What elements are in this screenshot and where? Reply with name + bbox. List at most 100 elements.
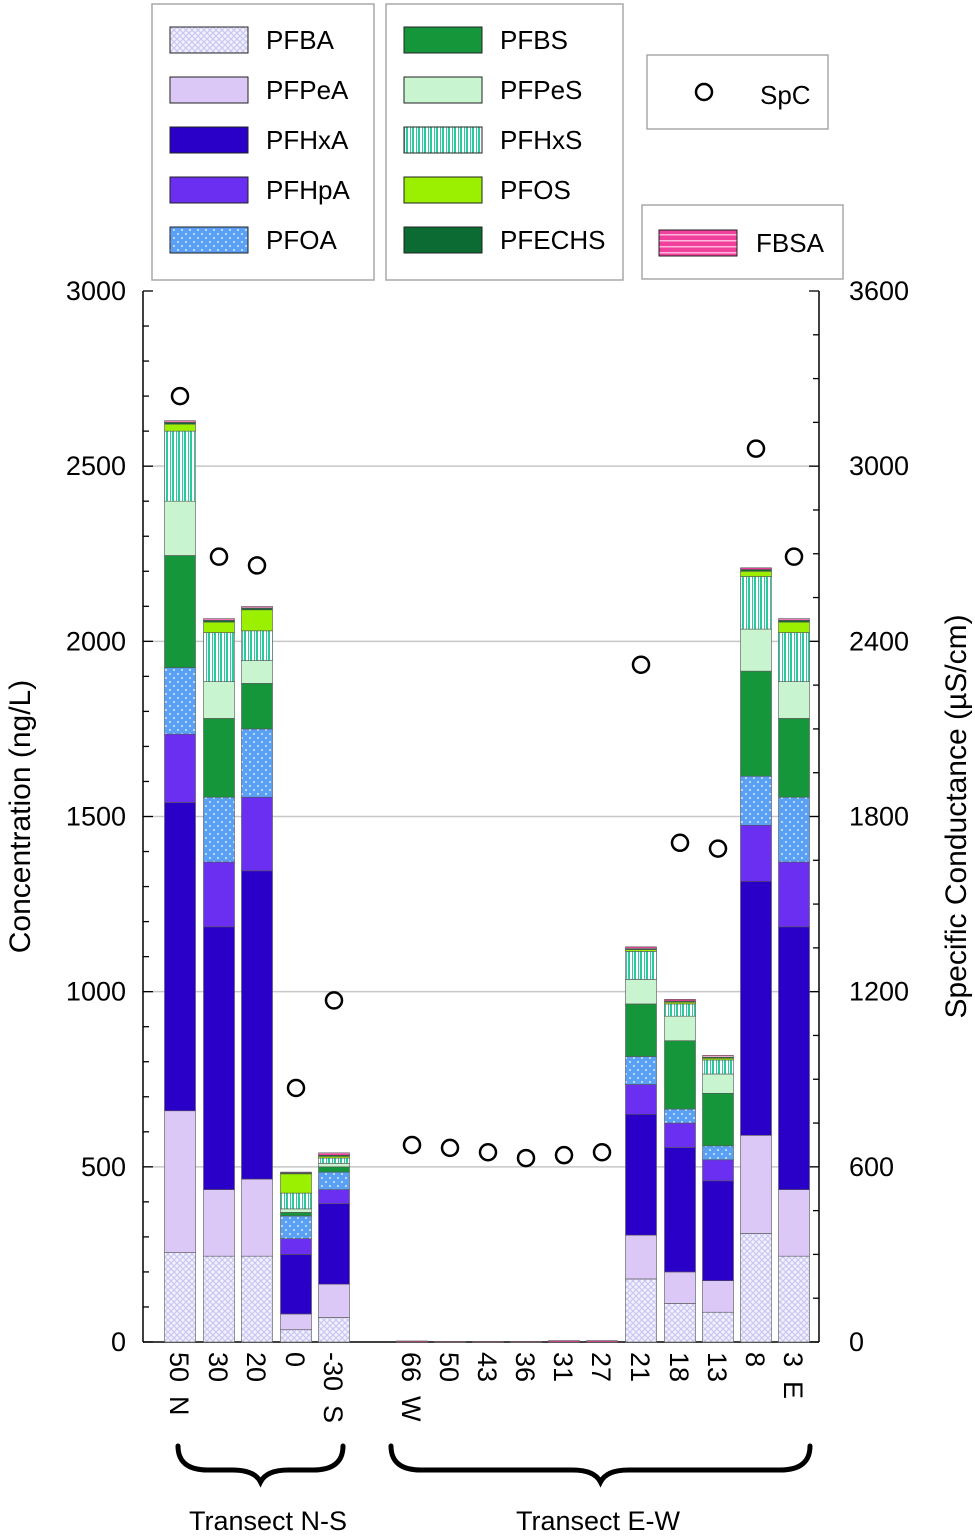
x-tick-main: 20: [241, 1352, 271, 1382]
y2-tick-label: 1200: [849, 977, 909, 1007]
bar-segment-pfbs: [203, 718, 235, 798]
legend-label: PFOS: [500, 175, 571, 205]
bar-segment-pfoa: [740, 775, 772, 826]
bar-stack: [241, 605, 273, 1343]
legend-label: PFPeS: [500, 75, 582, 105]
y-tick-label: 0: [111, 1327, 126, 1357]
legend-label: PFECHS: [500, 225, 605, 255]
x-tick-main: 30: [203, 1352, 233, 1382]
bar-segment-pfoa: [280, 1215, 312, 1239]
x-tick-main: 18: [664, 1352, 694, 1382]
group-label-ew: Transect E-W: [516, 1506, 681, 1535]
bar-segment-fbsa: [164, 420, 196, 423]
x-tick-label: 20: [241, 1352, 271, 1382]
y-tick-label: 1500: [66, 802, 126, 832]
brace-transect-ew: [388, 1443, 813, 1488]
bar-segment-pfhxs: [241, 630, 273, 661]
bar-stack: [510, 1340, 542, 1343]
bar-stack: [548, 1340, 580, 1343]
x-tick-label: 50 N: [164, 1352, 194, 1416]
spc-point: [631, 655, 651, 674]
bar-segment-fbsa: [203, 618, 235, 621]
bar-segment-pfpea: [203, 1189, 235, 1257]
bar-segment-pfoa: [203, 796, 235, 863]
y2-tick-label: 0: [849, 1327, 864, 1357]
spc-point: [554, 1145, 574, 1165]
y-axis-title: Concentration (ng/L): [4, 680, 37, 954]
legend-entry-pfhxs: PFHxS: [403, 125, 582, 155]
x-tick-main: 66: [396, 1352, 426, 1382]
bar-segment-pfhxa: [702, 1180, 734, 1281]
bar-segment-pfhxs: [164, 430, 196, 502]
legend-entry-pfhxa: PFHxA: [169, 125, 349, 155]
bar-segment-pfhxs: [203, 632, 235, 682]
spc-point: [324, 991, 344, 1010]
legend-swatch: [403, 176, 483, 204]
x-tick-main: 36: [510, 1352, 540, 1382]
bar-segment-pfpea: [241, 1178, 273, 1257]
legend-box-3: [646, 54, 829, 130]
bar-segment-pfoa: [318, 1171, 350, 1190]
x-tick-label: 0: [280, 1352, 310, 1367]
brace-transect-ns: [175, 1443, 346, 1488]
bar-segment-pfba: [318, 1317, 350, 1343]
bar-segment-fbsa: [396, 1340, 428, 1343]
y-tick-label: 3000: [66, 276, 126, 306]
legend-entry-pfhpa: PFHpA: [169, 175, 350, 205]
bar-segment-pfhxs: [318, 1157, 350, 1164]
bar-stack: [740, 567, 772, 1343]
bar-stack: [664, 999, 696, 1343]
spc-point: [478, 1142, 498, 1162]
bar-segment-fbsa: [280, 1171, 312, 1174]
bar-segment-fbsa: [472, 1340, 504, 1343]
bar-segment-pfpea: [164, 1110, 196, 1253]
x-tick-main: -30: [318, 1352, 348, 1391]
bar-segment-fbsa: [740, 567, 772, 570]
legend-label: PFHpA: [266, 175, 350, 205]
bar-stack: [472, 1340, 504, 1343]
bar-segment-pfos: [778, 621, 810, 633]
bar-segment-pfhxs: [280, 1192, 312, 1210]
bar-segment-fbsa: [778, 618, 810, 621]
legend-entry-pfos: PFOS: [403, 175, 571, 205]
x-tick-label: 31: [548, 1352, 578, 1382]
bar-segment-pfoa: [625, 1056, 657, 1085]
spc-point: [440, 1138, 460, 1158]
bar-segment-pfos: [203, 621, 235, 633]
x-tick-label: 36: [510, 1352, 540, 1382]
x-tick-main: 31: [548, 1352, 578, 1382]
x-tick-label: 3E: [778, 1352, 808, 1399]
x-tick-main: 0: [280, 1352, 310, 1367]
spc-point: [708, 839, 728, 858]
bar-segment-pfba: [778, 1255, 810, 1343]
bar-segment-fbsa: [510, 1340, 542, 1343]
bar-segment-pfhpa: [664, 1122, 696, 1148]
legend-swatch: [403, 226, 483, 254]
y2-tick-label: 1800: [849, 802, 909, 832]
bar-segment-fbsa: [434, 1340, 466, 1343]
bar-segment-pfos: [241, 609, 273, 632]
y-tick-label: 2500: [66, 451, 126, 481]
bar-stack: [586, 1340, 618, 1343]
legend-entry-pfpes: PFPeS: [403, 75, 582, 105]
y2-tick-label: 3600: [849, 276, 909, 306]
legend-swatch: [169, 76, 249, 104]
bar-segment-pfpes: [625, 979, 657, 1005]
bar-segment-pfoa: [241, 728, 273, 798]
spc-point: [209, 547, 229, 566]
bar-segment-pfpes: [778, 681, 810, 719]
x-tick-main: 50: [164, 1352, 194, 1382]
legend-swatch: [658, 229, 738, 257]
bar-segment-fbsa: [318, 1152, 350, 1156]
x-tick-label: 30: [203, 1352, 233, 1382]
y-tick-label: 500: [81, 1152, 126, 1182]
bar-segment-pfhxa: [664, 1147, 696, 1273]
x-tick-suffix: E: [778, 1381, 808, 1399]
bar-segment-pfpea: [740, 1135, 772, 1234]
bar-segment-pfos: [280, 1173, 312, 1194]
x-tick-label: -30 S: [318, 1352, 348, 1423]
spc-point: [170, 386, 190, 406]
bar-segment-pfba: [664, 1303, 696, 1343]
bar-stack: [434, 1340, 466, 1343]
